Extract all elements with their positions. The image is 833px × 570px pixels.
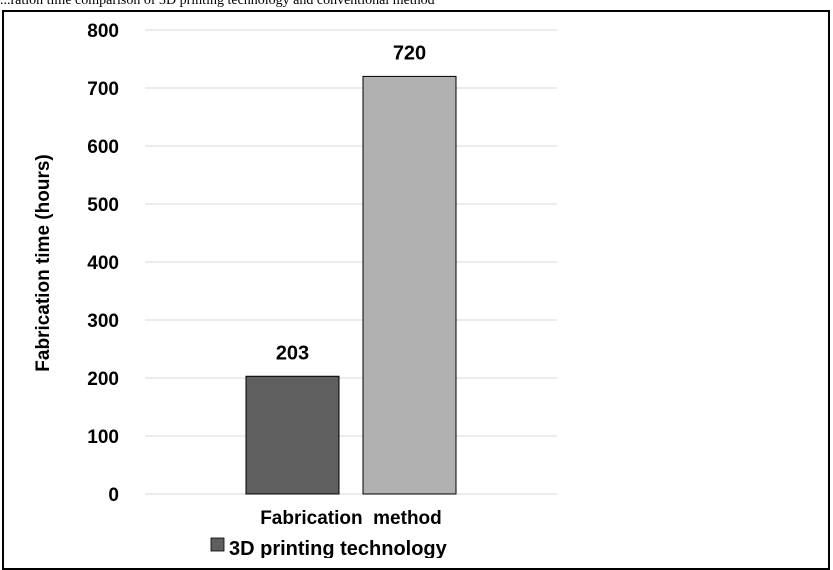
y-axis-title: Fabrication time (hours) (33, 154, 54, 371)
y-tick-label: 200 (87, 369, 119, 390)
data-label-1: 203 (276, 342, 309, 364)
y-tick-label: 300 (87, 311, 119, 332)
y-tick-label: 600 (87, 137, 119, 158)
y-tick-label: 100 (87, 427, 119, 448)
data-label-2: 720 (393, 42, 426, 64)
legend-swatch (210, 537, 225, 552)
legend: 3D printing technology (210, 537, 448, 558)
legend-label: 3D printing technology (229, 538, 448, 558)
bar-1 (245, 375, 340, 495)
gridlines (145, 29, 557, 495)
y-tick-label: 500 (87, 195, 119, 216)
figure-caption: ...ration time comparison of 3D printing… (0, 0, 435, 8)
y-tick-labels: 0 100 200 300 400 500 600 700 800 (87, 21, 119, 506)
bar-2 (362, 75, 457, 495)
y-tick-label: 800 (87, 21, 119, 42)
x-axis-title: Fabrication method (260, 508, 442, 529)
bars (245, 75, 457, 495)
y-tick-label: 700 (87, 79, 119, 100)
y-tick-label: 400 (87, 253, 119, 274)
y-tick-label: 0 (108, 485, 119, 506)
bar-chart: 0 100 200 300 400 500 600 700 800 203 720 Fabrica… (33, 21, 557, 558)
data-labels: 203 720 (276, 42, 426, 364)
